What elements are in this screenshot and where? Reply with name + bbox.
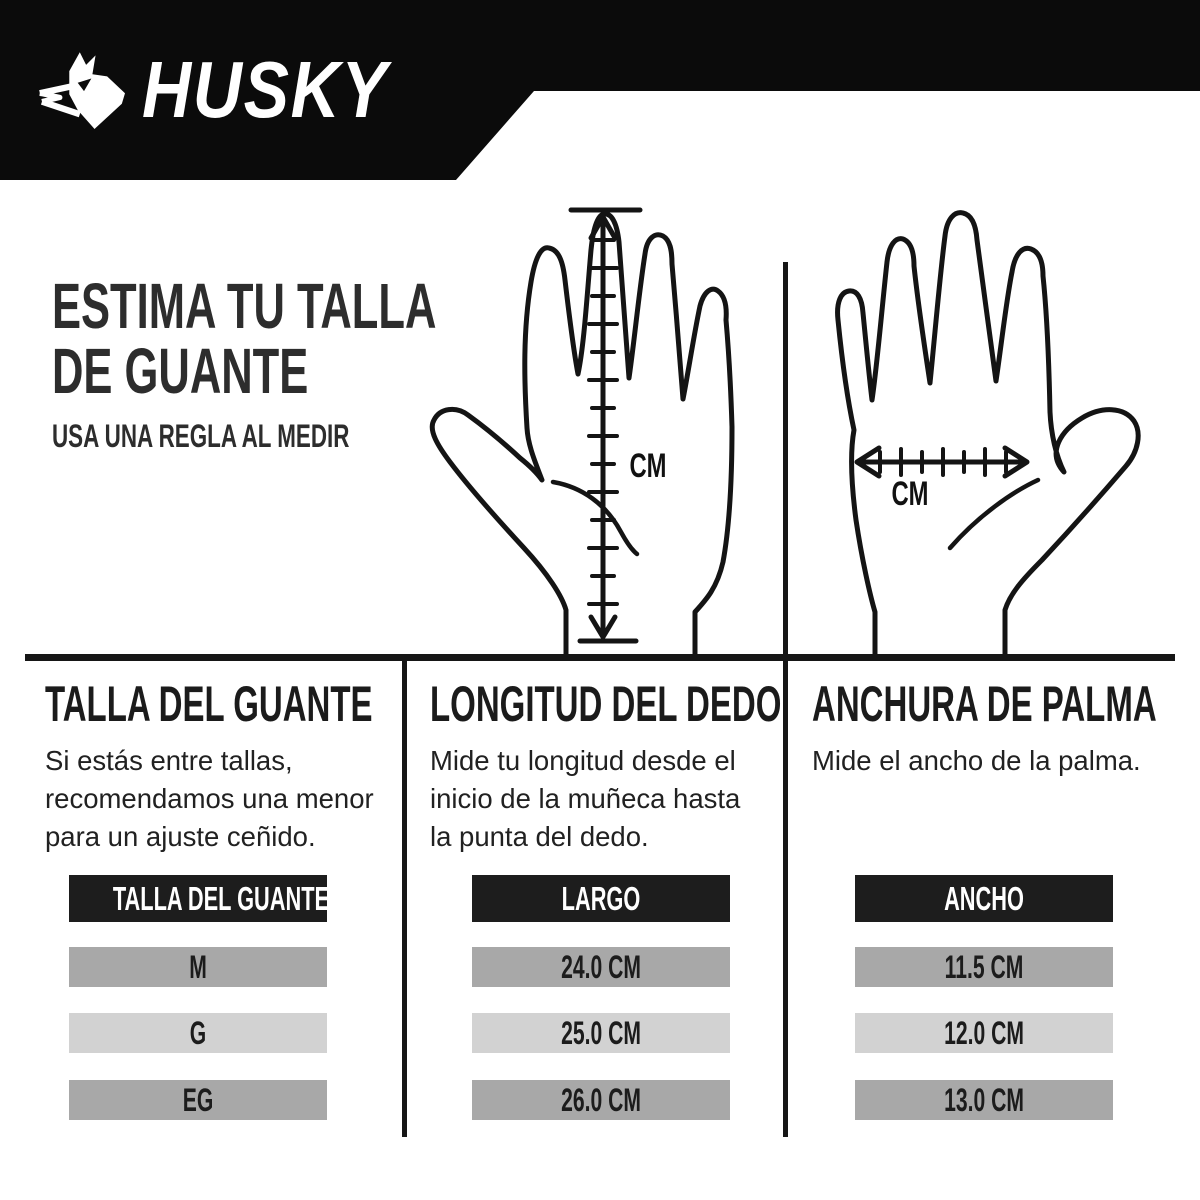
husky-eye <box>77 78 92 92</box>
husky-dog-head-icon <box>39 52 125 129</box>
right-hand-outline <box>835 210 1141 659</box>
ruler-arrow-down <box>588 614 618 640</box>
table-header: ANCHO <box>855 875 1113 922</box>
ruler-arrow-right <box>1002 445 1030 479</box>
column-description-glove-size: Si estás entre tallas, recomendamos una … <box>45 745 374 852</box>
page-title: ESTIMA TU TALLA DE GUANTE <box>52 274 617 404</box>
table-row: 12.0 CM <box>855 1013 1113 1053</box>
glove-size-table: TALLA DEL GUANTE M G EG <box>69 875 329 1125</box>
finger-length-ruler <box>568 207 643 644</box>
section-divider-vertical-right <box>783 262 788 1137</box>
column-description-palm-width: Mide el ancho de la palma. <box>812 745 1141 776</box>
table-header: TALLA DEL GUANTE <box>69 875 329 922</box>
column-heading-finger-length: LONGITUD DEL DEDO <box>430 676 782 732</box>
right-hand-palm-crease <box>947 477 1041 551</box>
table-row: G <box>69 1013 327 1053</box>
section-divider-vertical-left <box>402 661 407 1137</box>
table-row: M <box>69 947 327 987</box>
left-hand-palm-crease <box>550 479 640 557</box>
table-header: LARGO <box>472 875 730 922</box>
husky-jaw-notch <box>39 90 63 105</box>
table-row: 13.0 CM <box>855 1080 1113 1120</box>
ruler-ticks <box>587 238 619 606</box>
husky-head-shape <box>69 52 125 129</box>
column-heading-palm-width: ANCHURA DE PALMA <box>812 676 1157 732</box>
page-subtitle: USA UNA REGLA AL MEDIR <box>52 418 350 454</box>
table-row: EG <box>69 1080 327 1120</box>
palm-width-ruler <box>854 445 1030 479</box>
husky-lower-jaw <box>40 98 81 118</box>
page-title-line1: ESTIMA TU TALLA <box>52 270 437 342</box>
palm-width-table: ANCHO 11.5 CM 12.0 CM 13.0 CM <box>855 875 1113 1125</box>
husky-upper-jaw <box>39 81 80 97</box>
table-row: 26.0 CM <box>472 1080 730 1120</box>
ruler-arrow-up <box>588 214 618 241</box>
ruler-ticks <box>878 447 1008 477</box>
left-hand-outline <box>429 211 735 659</box>
table-row: 24.0 CM <box>472 947 730 987</box>
page-title-line2: DE GUANTE <box>52 335 309 407</box>
finger-length-table: LARGO 24.0 CM 25.0 CM 26.0 CM <box>472 875 730 1125</box>
column-description-finger-length: Mide tu longitud desde el inicio de la m… <box>430 745 741 852</box>
table-row: 11.5 CM <box>855 947 1113 987</box>
palm-width-unit-label: CM <box>891 475 929 513</box>
brand-wordmark: HUSKY <box>142 45 389 134</box>
table-row: 25.0 CM <box>472 1013 730 1053</box>
finger-length-unit-label: CM <box>629 447 667 485</box>
column-heading-glove-size: TALLA DEL GUANTE <box>45 676 373 732</box>
hand-measurement-diagrams <box>429 207 1141 659</box>
ruler-arrow-left <box>854 445 882 479</box>
section-divider-horizontal <box>25 654 1175 661</box>
brand-banner: HUSKY <box>0 0 1200 180</box>
